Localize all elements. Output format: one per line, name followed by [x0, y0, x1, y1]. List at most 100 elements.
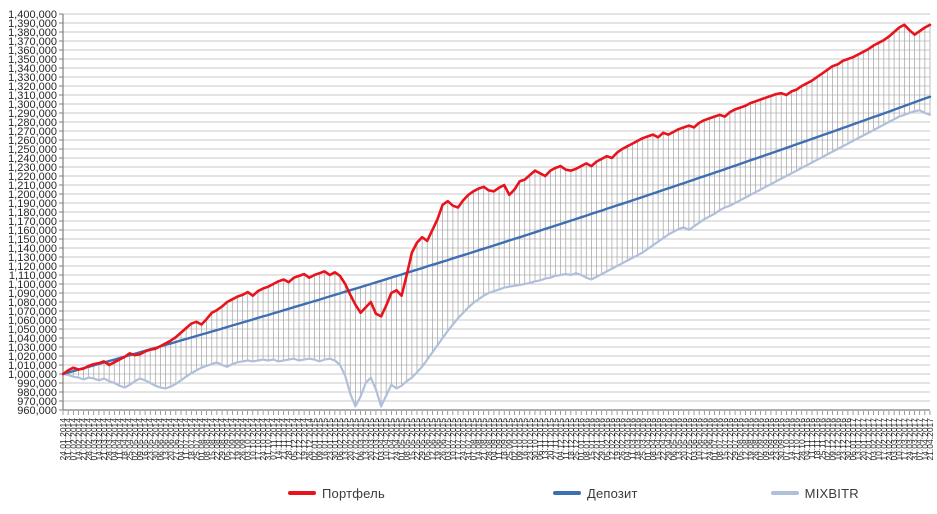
high-low-lines — [67, 24, 931, 407]
svg-text:14.08.2015: 14.08.2015 — [474, 418, 484, 461]
svg-text:12.09.2014: 12.09.2014 — [227, 418, 237, 461]
svg-text:25.07.2014: 25.07.2014 — [191, 418, 201, 461]
svg-text:27.03.2015: 27.03.2015 — [371, 418, 381, 461]
svg-text:15.01.2016: 15.01.2016 — [586, 418, 596, 461]
svg-text:19.12.2014: 19.12.2014 — [299, 418, 309, 461]
svg-text:04.12.2015: 04.12.2015 — [556, 418, 566, 461]
svg-text:08.07.2016: 08.07.2016 — [715, 418, 725, 461]
svg-text:23.05.2014: 23.05.2014 — [145, 418, 155, 461]
svg-text:28.03.2014: 28.03.2014 — [104, 418, 114, 461]
svg-text:01.04.2016: 01.04.2016 — [643, 418, 653, 461]
svg-text:1,340,000: 1,340,000 — [8, 63, 57, 75]
svg-text:14.11.2014: 14.11.2014 — [273, 418, 283, 460]
svg-text:10.04.2015: 10.04.2015 — [381, 418, 391, 461]
svg-text:1,330,000: 1,330,000 — [8, 72, 57, 84]
svg-text:29.07.2016: 29.07.2016 — [730, 418, 740, 461]
svg-text:1,400,000: 1,400,000 — [8, 9, 57, 21]
svg-text:1,310,000: 1,310,000 — [8, 90, 57, 102]
svg-text:29.05.2015: 29.05.2015 — [417, 418, 427, 461]
svg-text:07.08.2015: 07.08.2015 — [468, 418, 478, 461]
svg-text:03.10.2014: 03.10.2014 — [243, 418, 253, 461]
svg-text:09.10.2015: 09.10.2015 — [515, 418, 525, 461]
svg-text:17.02.2017: 17.02.2017 — [879, 418, 889, 461]
mixbitr-legend-label: MIXBITR — [804, 485, 859, 501]
svg-text:22.07.2016: 22.07.2016 — [725, 418, 735, 461]
legend-item-depozit[interactable]: Депозит — [552, 485, 638, 501]
svg-text:13.05.2016: 13.05.2016 — [674, 418, 684, 461]
svg-text:1,050,000: 1,050,000 — [8, 324, 57, 336]
svg-text:27.02.2015: 27.02.2015 — [350, 418, 360, 461]
legend-item-mixbitr[interactable]: MIXBITR — [770, 485, 859, 501]
svg-text:16.09.2016: 16.09.2016 — [766, 418, 776, 461]
svg-text:21.04.2017: 21.04.2017 — [925, 418, 935, 461]
svg-text:01.05.2015: 01.05.2015 — [397, 418, 407, 461]
series-line-0 — [61, 23, 932, 376]
svg-text:31.07.2015: 31.07.2015 — [463, 418, 473, 461]
svg-text:03.03.2017: 03.03.2017 — [889, 418, 899, 461]
svg-text:05.08.2016: 05.08.2016 — [735, 418, 745, 461]
y-gridlines — [59, 13, 930, 411]
axis-lines — [62, 14, 930, 411]
svg-text:990,000: 990,000 — [17, 378, 57, 390]
svg-text:1,390,000: 1,390,000 — [8, 18, 57, 30]
svg-text:02.12.2016: 02.12.2016 — [822, 418, 832, 461]
svg-text:13.03.2015: 13.03.2015 — [361, 418, 371, 461]
svg-text:10.07.2015: 10.07.2015 — [448, 418, 458, 461]
svg-text:08.05.2015: 08.05.2015 — [402, 418, 412, 461]
svg-text:11.03.2016: 11.03.2016 — [627, 418, 637, 460]
svg-text:31.03.2017: 31.03.2017 — [910, 418, 920, 461]
depozit-legend-label: Депозит — [586, 485, 638, 501]
svg-text:24.04.2015: 24.04.2015 — [391, 418, 401, 461]
svg-text:16.12.2016: 16.12.2016 — [833, 418, 843, 461]
x-axis-labels: 24.01.201431.01.201407.02.201414.02.2014… — [58, 418, 935, 461]
svg-text:06.06.2014: 06.06.2014 — [155, 418, 165, 461]
portfel-line-swatch — [288, 491, 316, 495]
svg-text:1,210,000: 1,210,000 — [8, 180, 57, 192]
svg-text:01.01.2016: 01.01.2016 — [576, 418, 586, 461]
svg-text:28.11.2014: 28.11.2014 — [284, 418, 294, 460]
svg-text:26.12.2014: 26.12.2014 — [304, 418, 314, 461]
y-axis-labels: 960,000970,000980,000990,0001,000,0001,0… — [8, 9, 57, 417]
svg-text:1,160,000: 1,160,000 — [8, 225, 57, 237]
svg-text:25.11.2016: 25.11.2016 — [817, 418, 827, 460]
svg-text:04.11.2016: 04.11.2016 — [802, 418, 812, 460]
svg-text:18.04.2014: 18.04.2014 — [120, 418, 130, 461]
svg-text:28.08.2015: 28.08.2015 — [484, 418, 494, 461]
svg-text:27.06.2014: 27.06.2014 — [171, 418, 181, 461]
svg-text:25.03.2016: 25.03.2016 — [638, 418, 648, 461]
svg-text:1,170,000: 1,170,000 — [8, 216, 57, 228]
svg-text:11.04.2014: 11.04.2014 — [114, 418, 124, 460]
svg-text:17.03.2017: 17.03.2017 — [899, 418, 909, 461]
legend-item-portfel[interactable]: Портфель — [288, 486, 385, 501]
svg-text:30.12.2016: 30.12.2016 — [843, 418, 853, 461]
svg-text:06.02.2015: 06.02.2015 — [335, 418, 345, 461]
svg-text:1,300,000: 1,300,000 — [8, 99, 57, 111]
svg-text:1,260,000: 1,260,000 — [8, 135, 57, 147]
svg-text:16.01.2015: 16.01.2015 — [320, 418, 330, 461]
svg-text:29.01.2016: 29.01.2016 — [597, 418, 607, 461]
svg-text:1,150,000: 1,150,000 — [8, 234, 57, 246]
svg-text:02.10.2015: 02.10.2015 — [509, 418, 519, 461]
chart-legend: Портфель Депозит MIXBITR — [0, 483, 859, 503]
svg-text:26.06.2015: 26.06.2015 — [438, 418, 448, 461]
svg-text:1,190,000: 1,190,000 — [8, 198, 57, 210]
svg-text:13.01.2017: 13.01.2017 — [853, 418, 863, 461]
svg-text:22.01.2016: 22.01.2016 — [592, 418, 602, 461]
svg-text:31.10.2014: 31.10.2014 — [263, 418, 273, 461]
svg-text:20.01.2017: 20.01.2017 — [858, 418, 868, 461]
svg-text:04.04.2014: 04.04.2014 — [109, 418, 119, 461]
chart-canvas[interactable]: 960,000970,000980,000990,0001,000,0001,0… — [0, 0, 937, 478]
svg-text:05.02.2016: 05.02.2016 — [602, 418, 612, 461]
svg-text:10.02.2017: 10.02.2017 — [874, 418, 884, 461]
svg-text:09.12.2016: 09.12.2016 — [828, 418, 838, 461]
svg-text:17.10.2014: 17.10.2014 — [253, 418, 263, 461]
svg-text:1,230,000: 1,230,000 — [8, 162, 57, 174]
svg-text:11.11.2016: 11.11.2016 — [807, 418, 817, 460]
svg-text:1,280,000: 1,280,000 — [8, 117, 57, 129]
svg-text:03.02.2017: 03.02.2017 — [869, 418, 879, 461]
svg-text:07.03.2014: 07.03.2014 — [89, 418, 99, 461]
svg-text:08.04.2016: 08.04.2016 — [648, 418, 658, 461]
svg-text:1,120,000: 1,120,000 — [8, 261, 57, 273]
x-ticks — [62, 411, 931, 415]
